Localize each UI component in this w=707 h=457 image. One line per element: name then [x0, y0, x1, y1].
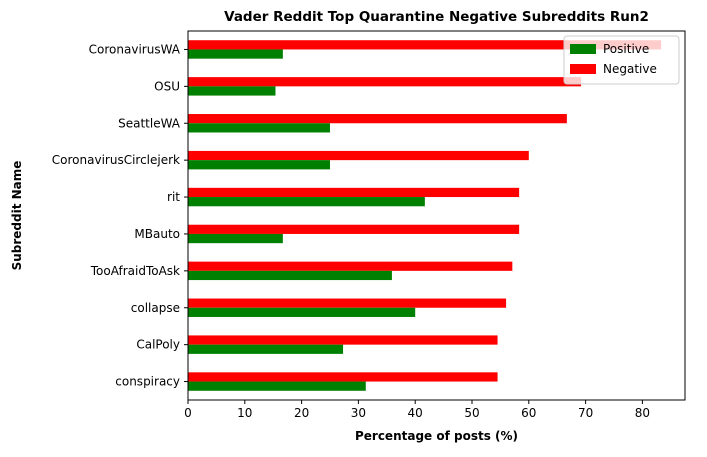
bar-positive-mbauto	[188, 233, 283, 244]
bar-positive-coronaviruswa	[188, 49, 283, 59]
legend-label-positive: Positive	[603, 42, 649, 56]
x-axis-ticks: 0 10 20 30 40 50 60 70 80	[184, 400, 650, 420]
bar-positive-conspiracy	[188, 381, 366, 391]
bar-negative-conspiracy	[188, 372, 498, 382]
bar-positive-coronaviruscirclejerk	[188, 160, 330, 170]
bar-negative-collapse	[188, 298, 507, 308]
bar-negative-coronaviruscirclejerk	[188, 150, 529, 161]
x-axis-label: Percentage of posts (%)	[355, 429, 518, 443]
y-tick-label: CalPoly	[136, 338, 180, 352]
y-tick-label: CoronavirusCirclejerk	[52, 153, 180, 167]
bar-negative-coronaviruswa	[188, 40, 662, 50]
bar-positive-collapse	[188, 307, 416, 317]
x-tick-label: 60	[521, 406, 536, 420]
y-tick-label: MBauto	[134, 227, 180, 241]
x-tick-label: 0	[184, 406, 192, 420]
x-tick-label: 70	[578, 406, 593, 420]
bar-negative-calpoly	[188, 335, 498, 345]
bar-positive-calpoly	[188, 344, 344, 354]
x-tick-label: 40	[408, 406, 423, 420]
y-tick-label: collapse	[131, 301, 180, 315]
bar-negative-rit	[188, 187, 520, 198]
legend-swatch-negative	[570, 64, 596, 74]
bar-negative-tooafraidtoask	[188, 261, 513, 271]
y-tick-label: conspiracy	[115, 375, 180, 389]
chart-title: Vader Reddit Top Quarantine Negative Sub…	[224, 9, 649, 25]
bar-positive-tooafraidtoask	[188, 270, 392, 281]
x-tick-label: 30	[351, 406, 366, 420]
bar-positive-rit	[188, 197, 425, 207]
x-tick-label: 20	[294, 406, 309, 420]
legend-swatch-positive	[570, 44, 596, 54]
x-tick-label: 50	[464, 406, 479, 420]
y-tick-label: OSU	[154, 79, 180, 93]
bar-negative-seattlewa	[188, 114, 567, 124]
legend-label-negative: Negative	[603, 62, 657, 76]
y-tick-label: rit	[167, 190, 180, 204]
y-tick-label: TooAfraidToAsk	[90, 264, 180, 278]
bar-positive-seattlewa	[188, 123, 330, 133]
y-tick-label: CoronavirusWA	[89, 42, 181, 56]
y-tick-label: SeattleWA	[118, 116, 181, 130]
bar-positive-osu	[188, 86, 276, 96]
plot-frame	[187, 30, 686, 401]
y-axis-label: Subreddit Name	[10, 161, 24, 271]
x-tick-label: 10	[237, 406, 252, 420]
bar-negative-osu	[188, 77, 582, 87]
bars-layer	[188, 40, 662, 391]
y-axis-ticks: CoronavirusWA OSU SeattleWA CoronavirusCirc…	[52, 42, 188, 389]
bar-negative-mbauto	[188, 224, 520, 234]
x-tick-label: 80	[635, 406, 650, 420]
legend: Positive Negative	[563, 35, 680, 85]
